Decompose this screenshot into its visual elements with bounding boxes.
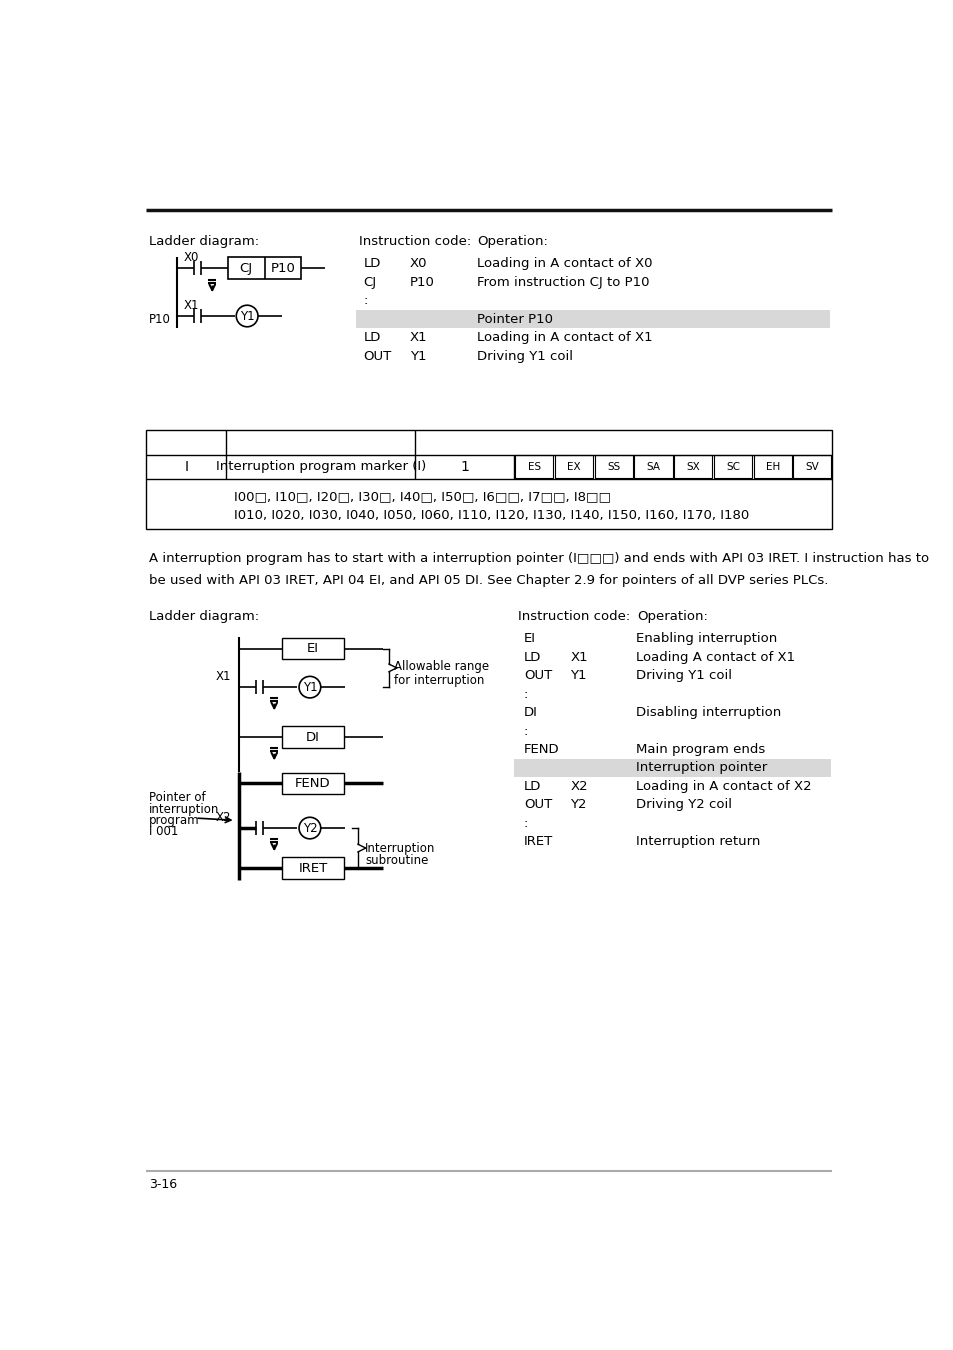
Text: :: :	[523, 725, 528, 737]
Text: Interruption program marker (I): Interruption program marker (I)	[215, 460, 425, 474]
Text: SC: SC	[725, 462, 740, 472]
Text: Y1: Y1	[239, 309, 254, 323]
Text: I00□, I10□, I20□, I30□, I40□, I50□, I6□□, I7□□, I8□□: I00□, I10□, I20□, I30□, I40□, I50□, I6□□…	[233, 490, 610, 504]
Text: Ladder diagram:: Ladder diagram:	[149, 235, 258, 248]
Text: Loading in A contact of X2: Loading in A contact of X2	[636, 780, 811, 792]
Text: Pointer P10: Pointer P10	[476, 313, 553, 325]
Bar	[594, 455, 632, 478]
Text: OUT: OUT	[363, 350, 392, 363]
Text: P10: P10	[410, 275, 435, 289]
Text: OUT: OUT	[523, 670, 552, 682]
Text: SS: SS	[606, 462, 619, 472]
Text: X1: X1	[216, 670, 232, 683]
Text: ES: ES	[527, 462, 540, 472]
Text: Y1: Y1	[570, 670, 586, 682]
Text: X2: X2	[216, 811, 232, 824]
Bar	[282, 637, 344, 659]
Bar	[282, 726, 344, 748]
Text: Operation:: Operation:	[476, 235, 548, 248]
Text: Y1: Y1	[410, 350, 426, 363]
Text: Driving Y2 coil: Driving Y2 coil	[636, 798, 731, 811]
Text: for interruption: for interruption	[394, 674, 484, 687]
Text: DI: DI	[306, 730, 319, 744]
Bar	[228, 258, 301, 279]
Text: Instruction code:: Instruction code:	[359, 235, 471, 248]
Text: Enabling interruption: Enabling interruption	[636, 632, 777, 645]
Bar	[674, 455, 712, 478]
Text: SV: SV	[804, 462, 819, 472]
Text: LD: LD	[363, 331, 380, 344]
Text: Y1: Y1	[302, 680, 317, 694]
Text: Main program ends: Main program ends	[636, 743, 764, 756]
Text: Ladder diagram:: Ladder diagram:	[149, 610, 258, 624]
Text: Interruption: Interruption	[365, 842, 435, 855]
Text: CJ: CJ	[239, 262, 253, 275]
Text: X1: X1	[570, 651, 587, 664]
Text: be used with API 03 IRET, API 04 EI, and API 05 DI. See Chapter 2.9 for pointers: be used with API 03 IRET, API 04 EI, and…	[149, 574, 827, 587]
Text: FEND: FEND	[523, 743, 558, 756]
Text: LD: LD	[523, 780, 540, 792]
Text: EX: EX	[567, 462, 580, 472]
Text: :: :	[363, 294, 367, 306]
Text: OUT: OUT	[523, 798, 552, 811]
Text: X1: X1	[410, 331, 427, 344]
Text: CJ: CJ	[363, 275, 376, 289]
Bar	[793, 455, 831, 478]
Text: :: :	[523, 817, 528, 830]
Text: FEND: FEND	[294, 776, 331, 790]
Text: Driving Y1 coil: Driving Y1 coil	[476, 350, 573, 363]
Text: 3-16: 3-16	[149, 1179, 176, 1192]
Text: SA: SA	[646, 462, 659, 472]
Text: X0: X0	[410, 256, 427, 270]
Bar	[146, 429, 831, 529]
Text: From instruction CJ to P10: From instruction CJ to P10	[476, 275, 649, 289]
Text: program: program	[149, 814, 199, 828]
Text: SX: SX	[685, 462, 700, 472]
Text: 1: 1	[460, 460, 469, 474]
Text: Y2: Y2	[302, 822, 317, 834]
Text: Loading in A contact of X1: Loading in A contact of X1	[476, 331, 652, 344]
Text: Driving Y1 coil: Driving Y1 coil	[636, 670, 731, 682]
Text: Loading A contact of X1: Loading A contact of X1	[636, 651, 795, 664]
Text: Pointer of: Pointer of	[149, 791, 205, 805]
Text: Operation:: Operation:	[637, 610, 707, 624]
Text: EH: EH	[764, 462, 779, 472]
Text: I: I	[184, 460, 188, 474]
Text: :: :	[523, 687, 528, 701]
Text: X0: X0	[183, 251, 199, 265]
Text: Y2: Y2	[570, 798, 586, 811]
Text: Interruption return: Interruption return	[636, 836, 760, 848]
Bar	[282, 857, 344, 879]
Bar	[753, 455, 791, 478]
Text: P10: P10	[149, 313, 171, 327]
Text: X2: X2	[570, 780, 587, 792]
Text: Allowable range: Allowable range	[394, 660, 489, 674]
Text: I010, I020, I030, I040, I050, I060, I110, I120, I130, I140, I150, I160, I170, I1: I010, I020, I030, I040, I050, I060, I110…	[233, 509, 748, 521]
Bar	[355, 310, 829, 328]
Text: A interruption program has to start with a interruption pointer (I□□□) and ends : A interruption program has to start with…	[149, 552, 928, 566]
Text: EI: EI	[523, 632, 536, 645]
Text: IRET: IRET	[523, 836, 553, 848]
Text: Instruction code:: Instruction code:	[517, 610, 630, 624]
Text: EI: EI	[307, 643, 318, 655]
Text: DI: DI	[523, 706, 537, 720]
Text: IRET: IRET	[298, 861, 327, 875]
Bar	[634, 455, 672, 478]
Text: Loading in A contact of X0: Loading in A contact of X0	[476, 256, 652, 270]
Bar	[515, 455, 553, 478]
Text: interruption: interruption	[149, 803, 219, 815]
Bar	[555, 455, 593, 478]
Bar	[514, 759, 830, 778]
Text: X1: X1	[183, 300, 199, 312]
Text: subroutine: subroutine	[365, 855, 428, 867]
Text: P10: P10	[271, 262, 295, 275]
Text: I 001: I 001	[149, 825, 178, 838]
Bar	[713, 455, 751, 478]
Text: LD: LD	[523, 651, 540, 664]
Text: Disabling interruption: Disabling interruption	[636, 706, 781, 720]
Text: Interruption pointer: Interruption pointer	[636, 761, 766, 775]
Bar	[282, 772, 344, 794]
Text: LD: LD	[363, 256, 380, 270]
